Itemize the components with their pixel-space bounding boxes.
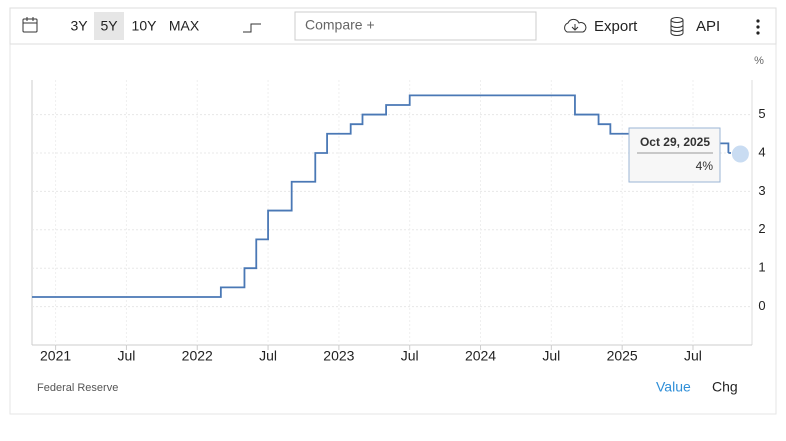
export-button[interactable]: Export — [594, 18, 638, 35]
api-button[interactable]: API — [696, 18, 720, 35]
hover-dot — [730, 144, 750, 164]
x-tick-label: Jul — [259, 348, 277, 364]
x-tick-label: Jul — [401, 348, 419, 364]
y-unit: % — [754, 55, 764, 67]
x-tick-label: 2022 — [182, 348, 213, 364]
range-button[interactable]: MAX — [169, 18, 200, 34]
y-tick-label: 4 — [758, 144, 765, 159]
x-tick-label: 2024 — [465, 348, 496, 364]
y-tick-label: 0 — [758, 298, 765, 313]
range-button[interactable]: 5Y — [100, 18, 118, 34]
calendar-icon[interactable] — [22, 17, 38, 33]
chg-tab[interactable]: Chg — [712, 379, 738, 395]
compare-placeholder: Compare + — [305, 17, 375, 33]
y-tick-label: 3 — [758, 183, 765, 198]
tooltip-box — [628, 127, 721, 183]
menu-button[interactable] — [756, 19, 760, 35]
y-tick-label: 1 — [758, 260, 765, 275]
x-tick-label: Jul — [542, 348, 560, 364]
x-tick-label: Jul — [684, 348, 702, 364]
source: Federal Reserve — [37, 382, 118, 394]
range-button[interactable]: 3Y — [70, 18, 88, 34]
export-arrow — [571, 24, 579, 31]
y-tick-label: 2 — [758, 221, 765, 236]
x-tick-label: 2023 — [323, 348, 354, 364]
x-tick-label: Jul — [117, 348, 135, 364]
export-icon[interactable] — [564, 18, 587, 33]
value-tab[interactable]: Value — [656, 379, 691, 395]
toolbar — [9, 7, 777, 45]
step-icon[interactable] — [243, 23, 261, 33]
step-line — [32, 94, 730, 298]
api-icon[interactable] — [670, 17, 684, 36]
tooltip-date: Oct 29, 2025 — [640, 135, 710, 149]
range-selected-bg — [94, 12, 124, 40]
tooltip-value: 4% — [696, 159, 714, 173]
range-button[interactable]: 10Y — [132, 18, 158, 34]
y-tick-label: 5 — [758, 106, 765, 121]
compare-input[interactable] — [294, 11, 537, 41]
x-tick-label: 2025 — [607, 348, 638, 364]
x-tick-label: 2021 — [40, 348, 71, 364]
